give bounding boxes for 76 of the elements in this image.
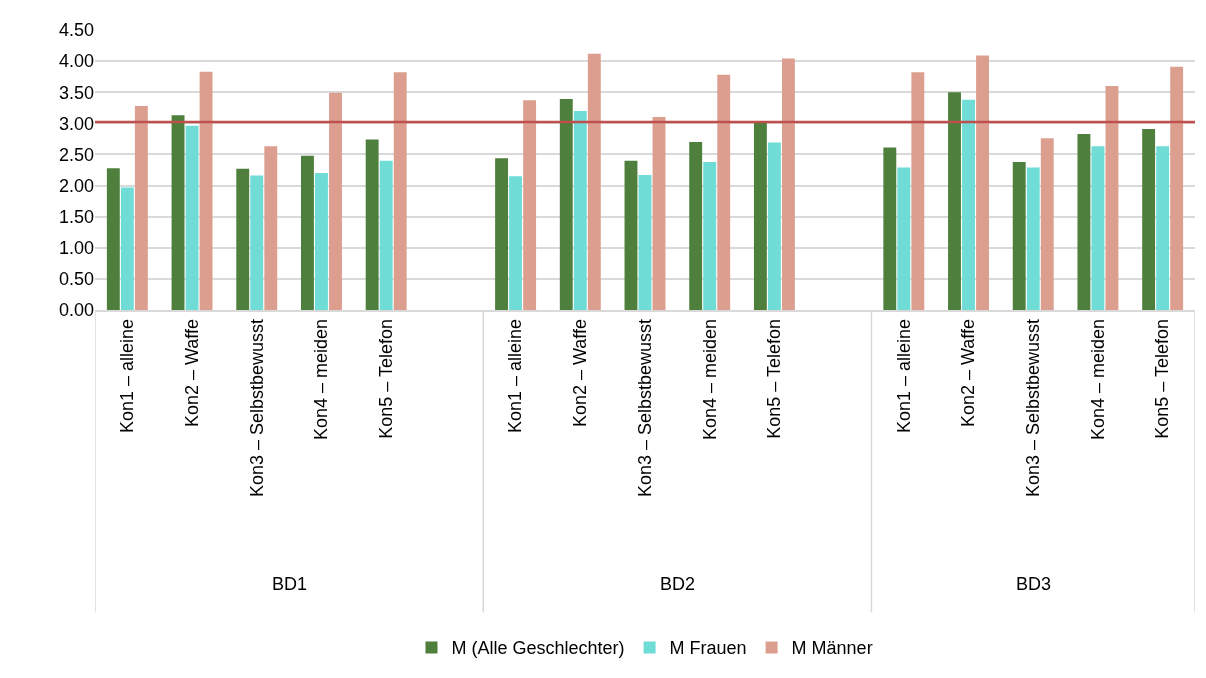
y-tick-label: 1.00: [58, 238, 94, 259]
bar: [1040, 138, 1054, 310]
x-tick-label: Kon2 – Waffe: [570, 318, 591, 428]
x-tick-label: Kon1 – alleine: [505, 318, 526, 434]
y-tick-label: 3.00: [58, 113, 94, 134]
bar: [638, 174, 652, 310]
text: BD3: [1016, 574, 1052, 594]
bar: [1105, 86, 1119, 310]
legend-label: M Männer: [791, 638, 873, 659]
bar: [573, 110, 587, 310]
bar: [717, 74, 731, 310]
bar: [134, 105, 148, 310]
bar: [624, 160, 638, 310]
bar: [1026, 167, 1040, 310]
bar: [1091, 146, 1105, 310]
bar: [329, 92, 342, 310]
x-tick-label: Kon2 – Waffe: [958, 318, 979, 428]
y-tick-label: 0.50: [58, 269, 94, 290]
y-tick-label: 2.50: [58, 144, 94, 165]
bar: [120, 187, 134, 310]
bar: [236, 168, 250, 310]
bar: [1077, 133, 1091, 310]
x-tick-label: Kon1 – alleine: [893, 318, 914, 434]
x-tick-label: Kon3 – Selbstbewusst: [1023, 318, 1044, 498]
bar: [883, 147, 897, 310]
text: BD2: [660, 574, 696, 594]
bar: [250, 175, 264, 310]
legend-label: M Frauen: [669, 638, 747, 659]
x-tick-label: Kon4 – meiden: [311, 318, 332, 441]
bar: [301, 155, 314, 310]
bar: [264, 146, 278, 310]
bar: [106, 168, 120, 310]
bar: [703, 161, 717, 310]
bar: [365, 139, 379, 310]
y-tick-label: 1.50: [58, 206, 94, 227]
bar: [171, 115, 185, 310]
x-tick-label: Kon5 – Telefon: [376, 318, 397, 439]
y-tick-label: 4.00: [58, 51, 94, 72]
y-tick-label: 4.50: [58, 20, 94, 41]
y-tick-label: 3.50: [58, 82, 94, 103]
x-tick-label: Kon4 – meiden: [1087, 318, 1108, 441]
x-tick-label: Kon5 – Telefon: [1152, 318, 1173, 439]
bar: [185, 125, 199, 310]
x-tick-label: Kon2 – Waffe: [181, 318, 202, 428]
bar: [199, 71, 213, 310]
bar: [523, 100, 537, 310]
text: BD1: [272, 574, 308, 594]
bar: [753, 122, 767, 310]
bar: [689, 142, 703, 310]
bar: [962, 99, 975, 310]
bar: [587, 53, 601, 310]
x-tick-label: Kon3 – Selbstbewusst: [634, 318, 655, 498]
bar: [559, 99, 573, 310]
bar: [948, 92, 961, 310]
bar: [652, 117, 666, 310]
x-tick-label: Kon1 – alleine: [117, 318, 138, 434]
bar: [379, 160, 393, 310]
bar: [1142, 128, 1156, 310]
bar: [897, 167, 911, 310]
bar: [315, 173, 328, 310]
bar: [1156, 146, 1170, 310]
bar: [976, 55, 989, 310]
y-tick-label: 0.00: [58, 300, 94, 321]
bar: [767, 142, 781, 310]
bar: [495, 158, 509, 310]
x-tick-label: Kon4 – meiden: [699, 318, 720, 441]
bar: [1170, 66, 1184, 310]
y-tick-label: 2.00: [58, 175, 94, 196]
x-tick-label: Kon3 – Selbstbewusst: [246, 318, 267, 498]
bar: [911, 72, 925, 310]
bar: [781, 58, 795, 310]
legend-label: M (Alle Geschlechter): [451, 638, 625, 659]
bar: [393, 72, 407, 310]
x-tick-label: Kon5 – Telefon: [764, 318, 785, 439]
bar: [509, 176, 523, 310]
bar: [1012, 161, 1026, 310]
